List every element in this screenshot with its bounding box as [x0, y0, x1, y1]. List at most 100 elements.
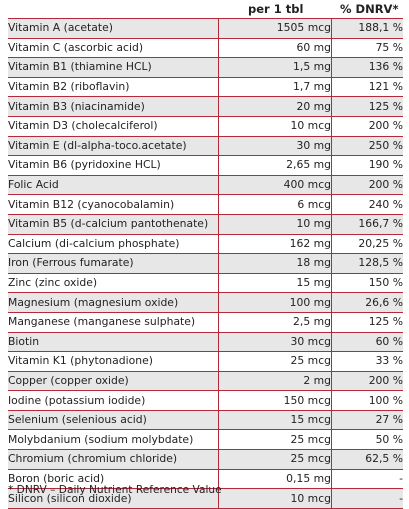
nutrient-name: Chromium (chromium chloride): [8, 449, 219, 470]
nutrient-dnrv: 136 %: [331, 57, 403, 78]
table-row: Molybdanium (sodium molybdate) 25 mcg 50 %: [8, 429, 403, 451]
nutrient-name: Manganese (manganese sulphate): [8, 311, 219, 333]
table-row: Iron (Ferrous fumarate) 18 mg 128,5 %: [8, 253, 403, 274]
nutrient-dnrv: 121 %: [331, 76, 403, 98]
table-row: Vitamin A (acetate) 1505 mcg 188,1 %: [8, 18, 403, 39]
nutrient-amount: 400 mcg: [218, 174, 332, 196]
table-row: Folic Acid 400 mcg 200 %: [8, 174, 403, 196]
nutrient-amount: 1,5 mg: [218, 57, 332, 78]
table-row: Zinc (zinc oxide) 15 mg 150 %: [8, 272, 403, 294]
nutrient-amount: 2,65 mg: [218, 155, 332, 176]
table-row: Iodine (potassium iodide) 150 mcg 100 %: [8, 390, 403, 411]
nutrient-name: Selenium (selenious acid): [8, 409, 219, 431]
nutrient-dnrv: 188,1 %: [331, 18, 403, 39]
table-row: Vitamin B5 (d-calcium pantothenate) 10 mg…: [8, 213, 403, 235]
nutrient-dnrv: 200 %: [331, 174, 403, 196]
nutrient-dnrv: 240 %: [331, 194, 403, 215]
nutrient-dnrv: -: [331, 468, 403, 490]
nutrient-dnrv: 75 %: [331, 37, 403, 59]
table-row: Selenium (selenious acid) 15 mcg 27 %: [8, 409, 403, 431]
nutrient-dnrv: 190 %: [331, 155, 403, 176]
nutrient-name: Vitamin B5 (d-calcium pantothenate): [8, 213, 219, 235]
nutrient-amount: 1,7 mg: [218, 76, 332, 98]
header-dnrv-percent: % DNRV*: [340, 2, 399, 16]
table-row: Calcium (di-calcium phosphate) 162 mg 20,2…: [8, 233, 403, 255]
nutrient-amount: 0,15 mg: [218, 468, 332, 490]
nutrient-amount: 2 mg: [218, 370, 332, 392]
nutrient-amount: 25 mcg: [218, 351, 332, 372]
nutrient-name: Copper (copper oxide): [8, 370, 219, 392]
nutrient-name: Vitamin B2 (riboflavin): [8, 76, 219, 98]
nutrient-amount: 6 mcg: [218, 194, 332, 215]
nutrient-amount: 100 mg: [218, 292, 332, 313]
nutrient-name: Iron (Ferrous fumarate): [8, 253, 219, 274]
nutrient-dnrv: 27 %: [331, 409, 403, 431]
nutrient-dnrv: 125 %: [331, 311, 403, 333]
table-row: Vitamin B1 (thiamine HCL) 1,5 mg 136 %: [8, 57, 403, 78]
nutrient-name: Vitamin C (ascorbic acid): [8, 37, 219, 59]
table-row: Copper (copper oxide) 2 mg 200 %: [8, 370, 403, 392]
nutrient-name: Vitamin B6 (pyridoxine HCL): [8, 155, 219, 176]
nutrient-name: Molybdanium (sodium molybdate): [8, 429, 219, 451]
nutrient-dnrv: 50 %: [331, 429, 403, 451]
header-per-tablet: per 1 tbl: [248, 2, 304, 16]
footnote: * DNRV – Daily Nutrient Reference Value: [8, 484, 222, 496]
table-row: Vitamin D3 (cholecalciferol) 10 mcg 200 %: [8, 115, 403, 137]
table-row: Vitamin B6 (pyridoxine HCL) 2,65 mg 190 %: [8, 155, 403, 176]
nutrient-name: Folic Acid: [8, 174, 219, 196]
nutrient-name: Vitamin B3 (niacinamide): [8, 96, 219, 117]
table-row: Vitamin B12 (cyanocobalamin) 6 mcg 240 %: [8, 194, 403, 215]
table-header: per 1 tbl % DNRV*: [0, 0, 409, 18]
nutrient-name: Zinc (zinc oxide): [8, 272, 219, 294]
nutrient-dnrv: 200 %: [331, 115, 403, 137]
nutrient-name: Vitamin A (acetate): [8, 18, 219, 39]
table-row: Magnesium (magnesium oxide) 100 mg 26,6 %: [8, 292, 403, 313]
nutrient-amount: 15 mcg: [218, 409, 332, 431]
nutrient-amount: 150 mcg: [218, 390, 332, 411]
nutrient-amount: 30 mcg: [218, 331, 332, 353]
nutrient-amount: 162 mg: [218, 233, 332, 255]
nutrient-name: Vitamin B12 (cyanocobalamin): [8, 194, 219, 215]
nutrient-name: Magnesium (magnesium oxide): [8, 292, 219, 313]
table-row: Chromium (chromium chloride) 25 mcg 62,5 %: [8, 449, 403, 470]
nutrient-dnrv: 150 %: [331, 272, 403, 294]
table-row: Vitamin C (ascorbic acid) 60 mg 75 %: [8, 37, 403, 59]
nutrient-amount: 60 mg: [218, 37, 332, 59]
nutrient-amount: 25 mcg: [218, 429, 332, 451]
nutrient-amount: 10 mcg: [218, 488, 332, 509]
nutrient-amount: 1505 mcg: [218, 18, 332, 39]
nutrient-amount: 25 mcg: [218, 449, 332, 470]
nutrient-dnrv: 166,7 %: [331, 213, 403, 235]
nutrient-amount: 10 mg: [218, 213, 332, 235]
nutrient-name: Vitamin E (dl-alpha-toco.acetate): [8, 135, 219, 157]
nutrient-amount: 15 mg: [218, 272, 332, 294]
nutrient-name: Vitamin B1 (thiamine HCL): [8, 57, 219, 78]
table-row: Biotin 30 mcg 60 %: [8, 331, 403, 353]
table-row: Vitamin B3 (niacinamide) 20 mg 125 %: [8, 96, 403, 117]
nutrient-dnrv: 250 %: [331, 135, 403, 157]
nutrient-dnrv: -: [331, 488, 403, 509]
nutrient-name: Calcium (di-calcium phosphate): [8, 233, 219, 255]
table-row: Vitamin B2 (riboflavin) 1,7 mg 121 %: [8, 76, 403, 98]
nutrient-name: Vitamin D3 (cholecalciferol): [8, 115, 219, 137]
nutrient-amount: 20 mg: [218, 96, 332, 117]
nutrient-table: Vitamin A (acetate) 1505 mcg 188,1 % Vitami…: [8, 18, 403, 509]
nutrient-dnrv: 200 %: [331, 370, 403, 392]
nutrient-dnrv: 26,6 %: [331, 292, 403, 313]
nutrient-dnrv: 60 %: [331, 331, 403, 353]
nutrient-amount: 10 mcg: [218, 115, 332, 137]
nutrient-dnrv: 62,5 %: [331, 449, 403, 470]
nutrient-dnrv: 100 %: [331, 390, 403, 411]
nutrient-name: Biotin: [8, 331, 219, 353]
nutrient-amount: 30 mg: [218, 135, 332, 157]
nutrient-amount: 2,5 mg: [218, 311, 332, 333]
table-row: Manganese (manganese sulphate) 2,5 mg 125 …: [8, 311, 403, 333]
table-row: Vitamin K1 (phytonadione) 25 mcg 33 %: [8, 351, 403, 372]
nutrient-dnrv: 20,25 %: [331, 233, 403, 255]
table-row: Vitamin E (dl-alpha-toco.acetate) 30 mg 25…: [8, 135, 403, 157]
nutrient-name: Iodine (potassium iodide): [8, 390, 219, 411]
nutrient-dnrv: 125 %: [331, 96, 403, 117]
nutrient-amount: 18 mg: [218, 253, 332, 274]
nutrient-name: Vitamin K1 (phytonadione): [8, 351, 219, 372]
